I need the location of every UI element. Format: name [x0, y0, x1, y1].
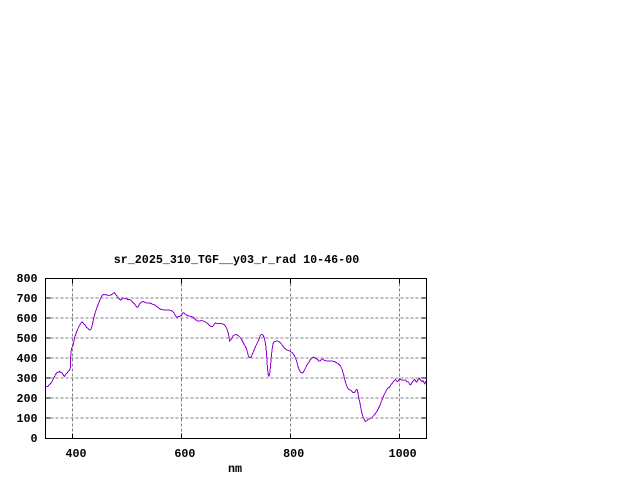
svg-text:400: 400 — [65, 447, 86, 461]
svg-text:100: 100 — [16, 412, 37, 426]
svg-text:1000: 1000 — [389, 447, 417, 461]
svg-text:600: 600 — [174, 447, 195, 461]
svg-text:800: 800 — [16, 272, 37, 286]
svg-text:0: 0 — [30, 432, 37, 446]
svg-text:400: 400 — [16, 352, 37, 366]
svg-text:nm: nm — [228, 462, 242, 476]
svg-text:700: 700 — [16, 292, 37, 306]
svg-text:600: 600 — [16, 312, 37, 326]
svg-text:sr_2025_310_TGF__y03_r_rad 10-: sr_2025_310_TGF__y03_r_rad 10-46-00 — [114, 253, 359, 267]
svg-text:200: 200 — [16, 392, 37, 406]
svg-text:500: 500 — [16, 332, 37, 346]
svg-text:800: 800 — [283, 447, 304, 461]
svg-text:300: 300 — [16, 372, 37, 386]
